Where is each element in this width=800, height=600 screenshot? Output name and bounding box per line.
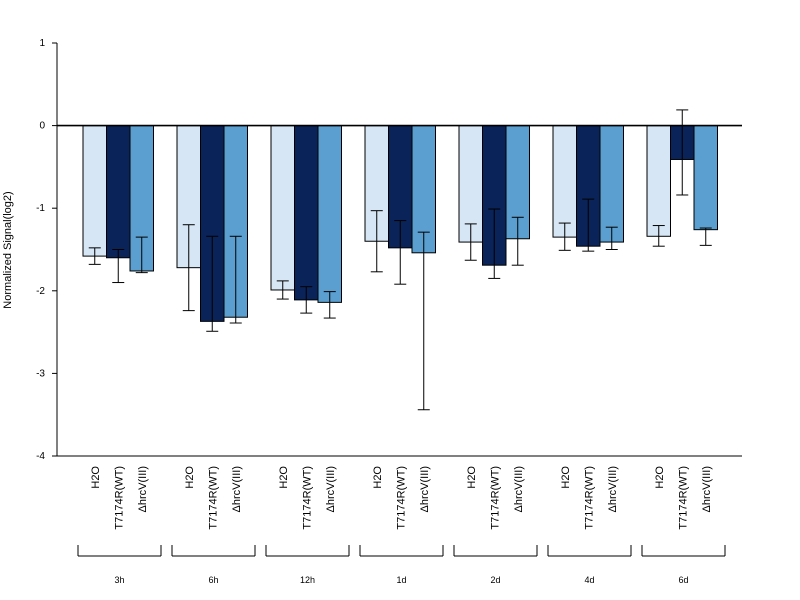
group-label: 2d — [490, 575, 500, 585]
bar-3h-0 — [82, 125, 107, 257]
category-label: T7174R(WT) — [489, 466, 501, 530]
category-label: T7174R(WT) — [207, 466, 219, 530]
error-bar-1d-2 — [417, 231, 430, 411]
error-bar-6d-2 — [699, 227, 712, 246]
group-bracket — [171, 545, 256, 557]
bar-12h-2 — [317, 125, 342, 303]
error-bar-6h-2 — [229, 235, 242, 324]
error-bars-layer — [88, 109, 712, 411]
error-bar-3h-2 — [135, 236, 148, 274]
y-tick-label: -1 — [36, 203, 45, 214]
category-label: ΔhrcV(III) — [701, 466, 713, 512]
category-label: H2O — [184, 466, 196, 489]
error-bar-12h-1 — [300, 286, 313, 314]
error-bar-3h-1 — [112, 249, 125, 284]
error-bar-12h-0 — [276, 280, 289, 300]
category-label: ΔhrcV(III) — [419, 466, 431, 512]
group-label: 12h — [300, 575, 315, 585]
bar-3h-1 — [106, 125, 131, 259]
group-bracket — [547, 545, 632, 557]
error-bar-4d-1 — [582, 198, 595, 252]
category-label: ΔhrcV(III) — [513, 466, 525, 512]
error-bar-1d-0 — [370, 210, 383, 273]
group-bracket — [641, 545, 726, 557]
bars-layer — [82, 125, 718, 322]
error-bar-2d-1 — [488, 208, 501, 279]
error-bar-4d-2 — [605, 226, 618, 250]
group-label: 6d — [678, 575, 688, 585]
category-label: T7174R(WT) — [113, 466, 125, 530]
group-label: 3h — [114, 575, 124, 585]
error-bar-2d-2 — [511, 216, 524, 266]
bar-6d-2 — [693, 125, 718, 231]
category-label: H2O — [372, 466, 384, 489]
bar-4d-0 — [552, 125, 577, 238]
category-label: H2O — [90, 466, 102, 489]
error-bar-6d-1 — [676, 109, 689, 196]
error-bar-6h-0 — [182, 224, 195, 312]
y-tick-label: -2 — [36, 286, 45, 297]
error-bar-1d-1 — [394, 220, 407, 285]
category-label: T7174R(WT) — [301, 466, 313, 530]
category-label: H2O — [560, 466, 572, 489]
bar-6d-0 — [646, 125, 671, 237]
bar-4d-2 — [599, 125, 624, 243]
y-axis-label: Normalized Signal(log2) — [2, 191, 14, 308]
error-bar-12h-2 — [323, 291, 336, 319]
labels-layer: 1 0 -1 -2 -3 -4 H2O T7174R(WT) ΔhrcV(III) 3h H2O T7… — [36, 38, 713, 585]
bar-12h-0 — [270, 125, 295, 291]
category-label: ΔhrcV(III) — [137, 466, 149, 512]
group-bracket — [359, 545, 444, 557]
category-label: ΔhrcV(III) — [231, 466, 243, 512]
axes-layer — [52, 42, 742, 557]
category-label: H2O — [466, 466, 478, 489]
y-tick-label: -3 — [36, 368, 45, 379]
category-label: ΔhrcV(III) — [325, 466, 337, 512]
category-label: H2O — [278, 466, 290, 489]
category-label: H2O — [654, 466, 666, 489]
category-label: T7174R(WT) — [395, 466, 407, 530]
category-label: ΔhrcV(III) — [607, 466, 619, 512]
group-bracket — [453, 545, 538, 557]
group-label: 1d — [396, 575, 406, 585]
category-label: T7174R(WT) — [677, 466, 689, 530]
y-tick-label: -4 — [36, 451, 45, 462]
y-tick-label: 0 — [39, 121, 45, 132]
group-label: 4d — [584, 575, 594, 585]
group-bracket — [265, 545, 350, 557]
group-bracket — [77, 545, 162, 557]
error-bar-4d-0 — [558, 222, 571, 251]
bar-12h-1 — [294, 125, 319, 301]
group-label: 6h — [208, 575, 218, 585]
error-bar-2d-0 — [464, 223, 477, 261]
category-label: T7174R(WT) — [583, 466, 595, 530]
error-bar-3h-0 — [88, 247, 101, 265]
y-tick-label: 1 — [39, 38, 45, 49]
error-bar-6d-0 — [652, 225, 665, 247]
error-bar-6h-1 — [206, 235, 219, 332]
